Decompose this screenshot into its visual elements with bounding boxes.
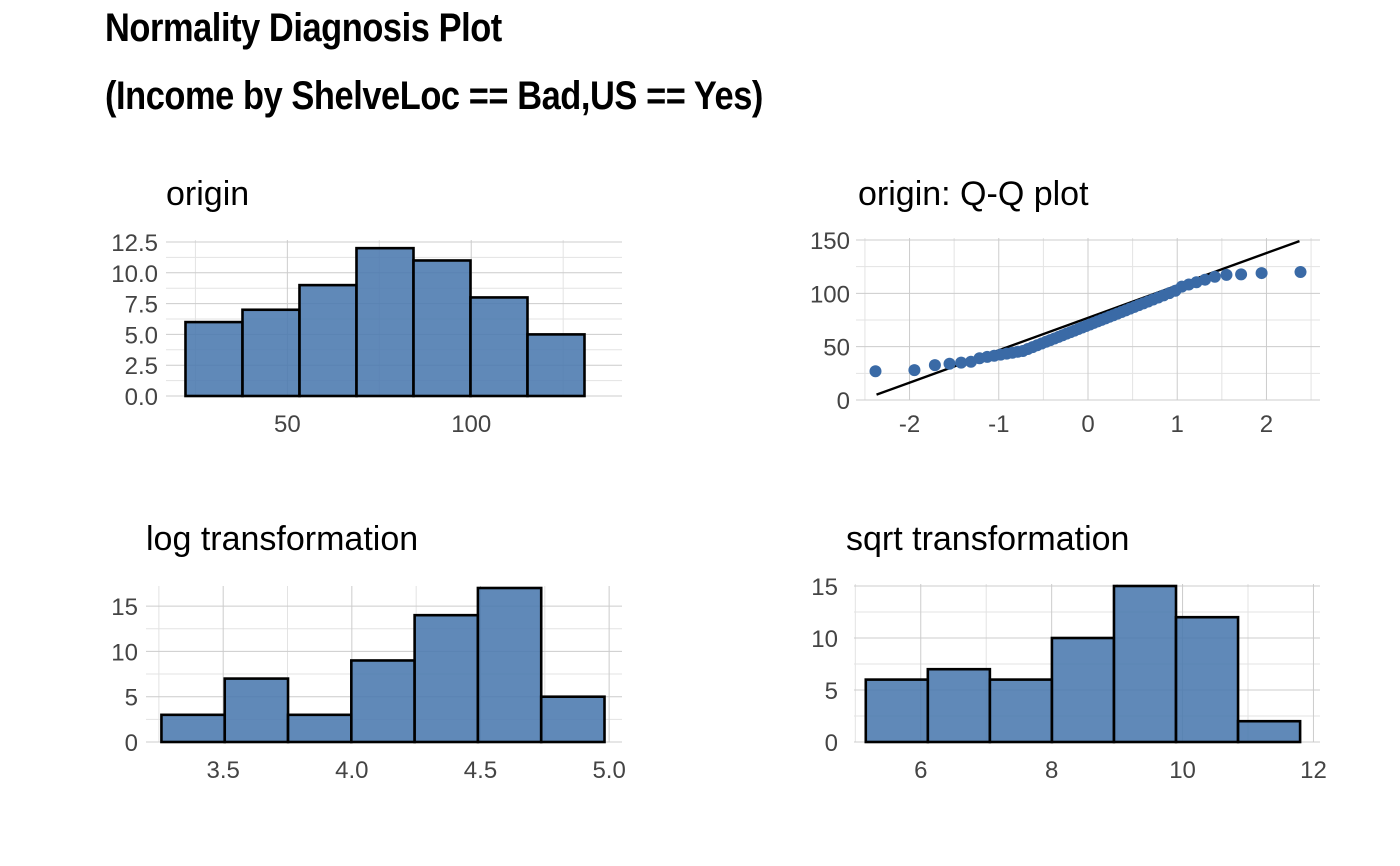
y-tick-label: 0 bbox=[825, 730, 838, 757]
qq-point bbox=[1199, 273, 1212, 286]
histogram-bar bbox=[286, 713, 353, 744]
x-tick-label: 50 bbox=[274, 411, 301, 438]
histogram-bar bbox=[476, 586, 543, 744]
panel-title: log transformation bbox=[146, 520, 418, 558]
y-tick-label: 5 bbox=[125, 685, 138, 712]
panel-title: sqrt transformation bbox=[846, 520, 1129, 558]
x-tick-label: 0 bbox=[1081, 411, 1094, 438]
y-tick-label: 5.0 bbox=[125, 322, 158, 349]
x-tick-label: 4.5 bbox=[464, 757, 497, 784]
histogram-bar bbox=[184, 320, 244, 398]
qq-point bbox=[1294, 266, 1307, 278]
y-tick-label: 5 bbox=[825, 678, 838, 705]
x-tick-label: -1 bbox=[988, 411, 1009, 438]
histogram-origin-panel: 50 100 0.0 2.5 5.0 7.5 10.0 12.5 origin bbox=[111, 175, 622, 438]
plot-subtitle: (Income by ShelveLoc == Bad,US == Yes) bbox=[105, 74, 763, 118]
y-tick-label: 100 bbox=[810, 281, 850, 308]
y-tick-label: 12.5 bbox=[111, 230, 158, 257]
y-tick-label: 0 bbox=[125, 730, 138, 757]
qq-plot-panel: -2 -1 0 1 2 0 50 100 150 origin: Q-Q plot bbox=[810, 175, 1320, 438]
x-tick-label: 5.0 bbox=[592, 757, 625, 784]
histogram-bar bbox=[988, 678, 1054, 744]
panel-title: origin: Q-Q plot bbox=[858, 175, 1089, 213]
histogram-bar bbox=[241, 308, 301, 398]
x-tick-label: -2 bbox=[899, 411, 920, 438]
x-tick-label: 2 bbox=[1260, 411, 1273, 438]
y-tick-label: 50 bbox=[823, 335, 850, 362]
qq-point bbox=[928, 359, 941, 372]
x-tick-label: 4.0 bbox=[335, 757, 368, 784]
y-tick-label: 10 bbox=[811, 626, 838, 653]
y-tick-label: 15 bbox=[811, 574, 838, 601]
y-tick-label: 0 bbox=[837, 388, 850, 415]
qq-point bbox=[1208, 270, 1221, 283]
histogram-bar bbox=[223, 677, 290, 744]
qq-point bbox=[943, 357, 956, 370]
x-tick-label: 8 bbox=[1045, 757, 1058, 784]
qq-point bbox=[908, 364, 921, 377]
plot-title: Normality Diagnosis Plot bbox=[105, 6, 502, 50]
histogram-bar bbox=[864, 678, 930, 744]
histogram-bar bbox=[350, 659, 416, 744]
histogram-bar bbox=[526, 333, 586, 398]
y-tick-label: 10 bbox=[111, 639, 138, 666]
y-tick-label: 7.5 bbox=[125, 292, 158, 319]
qq-point bbox=[1255, 267, 1268, 280]
histogram-bar bbox=[298, 283, 358, 398]
y-tick-label: 10.0 bbox=[111, 261, 158, 288]
histogram-bar bbox=[539, 695, 606, 744]
qq-point bbox=[1220, 268, 1233, 281]
x-tick-label: 3.5 bbox=[207, 757, 240, 784]
histogram-bar bbox=[926, 667, 992, 744]
panel-title: origin bbox=[166, 175, 249, 213]
histogram-bar bbox=[1236, 719, 1302, 744]
histogram-bar bbox=[469, 296, 529, 398]
histogram-bar bbox=[355, 246, 415, 398]
qq-point bbox=[869, 365, 882, 378]
x-tick-label: 100 bbox=[451, 411, 491, 438]
histogram-bar bbox=[413, 613, 480, 744]
y-tick-label: 15 bbox=[111, 594, 138, 621]
x-tick-label: 6 bbox=[914, 757, 927, 784]
x-tick-label: 1 bbox=[1171, 411, 1184, 438]
x-tick-label: 10 bbox=[1169, 757, 1196, 784]
histogram-bar bbox=[1174, 615, 1240, 744]
histogram-bar bbox=[1112, 584, 1178, 744]
histogram-bar bbox=[1050, 636, 1116, 744]
y-tick-label: 150 bbox=[810, 228, 850, 255]
qq-point bbox=[1235, 268, 1248, 281]
y-tick-label: 2.5 bbox=[125, 353, 158, 380]
qq-point bbox=[955, 356, 968, 369]
histogram-log-panel: 3.5 4.0 4.5 5.0 0 5 10 15 log transformation bbox=[111, 520, 626, 784]
x-tick-label: 12 bbox=[1300, 757, 1327, 784]
y-tick-label: 0.0 bbox=[125, 384, 158, 411]
histogram-bar bbox=[160, 713, 227, 744]
